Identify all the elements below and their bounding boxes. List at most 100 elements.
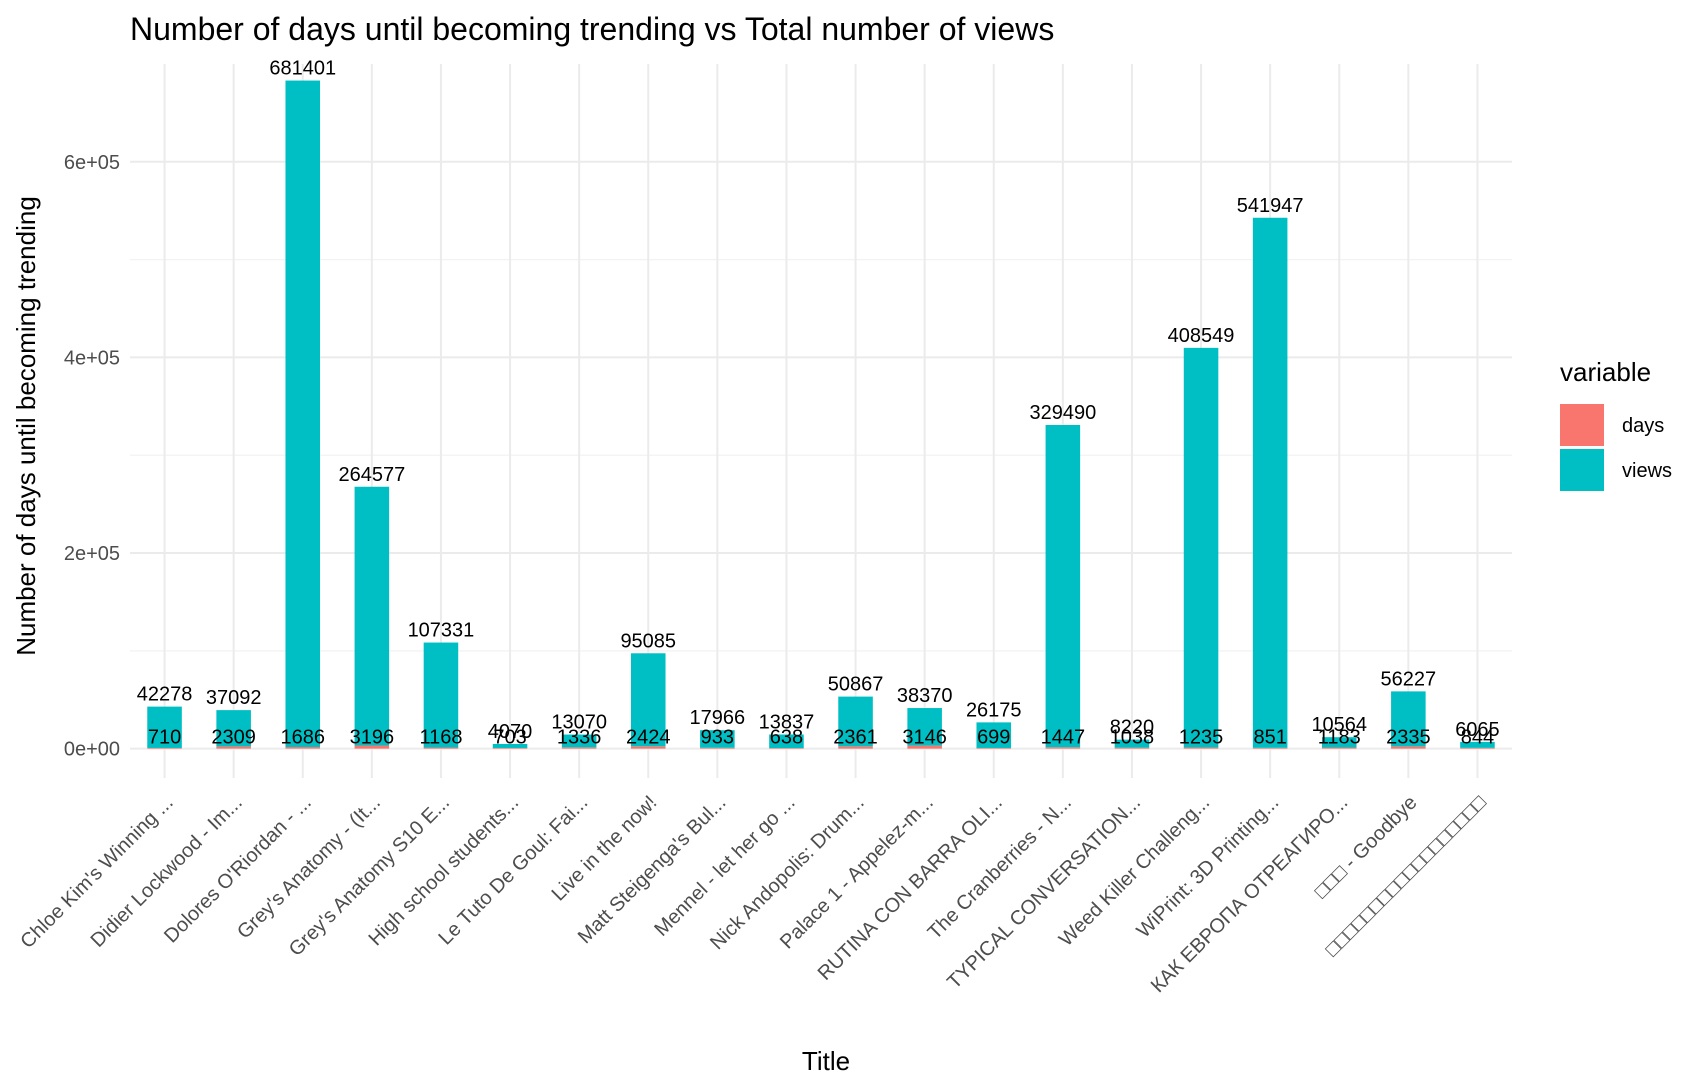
bar-views xyxy=(907,708,942,746)
bar-views xyxy=(216,710,251,747)
bar-views xyxy=(147,706,182,748)
bar-days xyxy=(838,746,873,749)
y-axis: 0e+00 2e+05 4e+05 6e+05 xyxy=(64,152,120,761)
days-value-label: 2361 xyxy=(833,727,878,749)
x-axis-title: Title xyxy=(802,1046,850,1076)
bar-days xyxy=(354,745,390,749)
bar-views xyxy=(1321,737,1357,748)
bar-views xyxy=(354,486,390,746)
bar-labels: 42278 710 37092 2309 681401 1686 264577 3196 107… xyxy=(137,58,1500,749)
days-value-label: 1168 xyxy=(419,727,462,749)
days-value-label: 2424 xyxy=(626,727,671,749)
bar-days xyxy=(561,747,597,749)
bar-days xyxy=(1460,747,1495,749)
views-value-label: 95085 xyxy=(620,630,676,652)
bar-days xyxy=(1391,746,1426,749)
bar-views xyxy=(492,743,528,748)
bar-days xyxy=(492,747,528,749)
views-value-label: 37092 xyxy=(206,687,262,709)
bar-views xyxy=(561,734,597,748)
legend-swatch-views xyxy=(1560,449,1604,491)
bar-days xyxy=(1183,747,1219,749)
bar-views xyxy=(1252,217,1288,748)
legend-label-days: days xyxy=(1622,415,1664,437)
grid-lines xyxy=(130,64,1512,778)
views-value-label: 6065 xyxy=(1455,719,1500,741)
days-value-label: 703 xyxy=(493,727,526,749)
views-value-label: 13070 xyxy=(551,712,607,734)
bar-days xyxy=(147,747,182,749)
days-value-label: 1336 xyxy=(557,727,602,749)
days-value-label: 851 xyxy=(1253,727,1286,749)
bar-views xyxy=(285,80,321,748)
days-value-label: 1686 xyxy=(281,727,326,749)
views-value-label: 107331 xyxy=(408,620,475,642)
bar-days xyxy=(285,747,321,749)
bar-days xyxy=(1114,747,1150,749)
legend-swatch-days xyxy=(1560,404,1604,446)
views-value-label: 408549 xyxy=(1168,325,1235,347)
bar-days xyxy=(976,747,1012,749)
chart-title: Number of days until becoming trending v… xyxy=(130,11,1054,47)
days-value-label: 2335 xyxy=(1386,727,1431,749)
views-value-label: 4070 xyxy=(488,721,533,743)
bar-days xyxy=(423,747,459,749)
views-value-label: 26175 xyxy=(966,699,1022,721)
y-tick-label: 0e+00 xyxy=(64,739,120,761)
bar-days xyxy=(1252,747,1288,749)
bar-views xyxy=(769,734,804,749)
y-axis-title: Number of days until becoming trending xyxy=(11,196,41,656)
bar-days xyxy=(1321,747,1357,749)
x-axis: Chloe Kim's Winning ...Didier Lockwood -… xyxy=(16,792,1490,998)
days-value-label: 3146 xyxy=(902,727,947,749)
bar-days xyxy=(907,745,942,749)
views-value-label: 42278 xyxy=(137,684,193,706)
views-value-label: 8220 xyxy=(1110,717,1155,739)
bar-views xyxy=(1391,691,1426,747)
legend-title: variable xyxy=(1560,357,1651,387)
y-tick-label: 4e+05 xyxy=(64,347,120,369)
bar-views xyxy=(1183,347,1219,748)
views-value-label: 13837 xyxy=(759,711,815,733)
views-value-label: 10564 xyxy=(1311,714,1367,736)
bar-views xyxy=(630,653,666,747)
bar-views xyxy=(1114,739,1150,748)
days-value-label: 1235 xyxy=(1179,727,1224,749)
legend: variable days views xyxy=(1560,357,1672,491)
bar-days xyxy=(630,746,666,749)
days-value-label: 3196 xyxy=(350,727,395,749)
y-tick-label: 2e+05 xyxy=(64,543,120,565)
y-tick-label: 6e+05 xyxy=(64,152,120,174)
bar-views xyxy=(423,642,459,748)
views-value-label: 17966 xyxy=(690,707,746,729)
days-value-label: 1447 xyxy=(1041,727,1086,749)
bar-views xyxy=(1460,741,1495,748)
bar-days xyxy=(216,746,251,749)
bar-days xyxy=(700,747,735,749)
bar-views xyxy=(976,722,1012,748)
views-value-label: 264577 xyxy=(338,464,405,486)
days-value-label: 933 xyxy=(701,727,734,749)
days-value-label: 844 xyxy=(1461,727,1494,749)
bar-views xyxy=(1045,424,1081,748)
views-value-label: 50867 xyxy=(828,674,884,696)
views-value-label: 681401 xyxy=(269,58,336,80)
bars xyxy=(147,80,1495,749)
days-value-label: 1038 xyxy=(1110,727,1155,749)
views-value-label: 329490 xyxy=(1029,402,1096,424)
days-value-label: 638 xyxy=(770,727,803,749)
days-value-label: 1183 xyxy=(1318,727,1361,749)
views-value-label: 38370 xyxy=(897,685,953,707)
bar-days xyxy=(1045,747,1081,749)
days-value-label: 710 xyxy=(148,727,181,749)
days-value-label: 2309 xyxy=(211,727,256,749)
bar-views xyxy=(838,696,873,747)
bar-days xyxy=(769,748,804,749)
views-value-label: 56227 xyxy=(1381,668,1437,690)
views-value-label: 541947 xyxy=(1237,195,1304,217)
legend-label-views: views xyxy=(1622,460,1672,482)
days-value-label: 699 xyxy=(977,727,1010,749)
bar-views xyxy=(700,730,735,748)
